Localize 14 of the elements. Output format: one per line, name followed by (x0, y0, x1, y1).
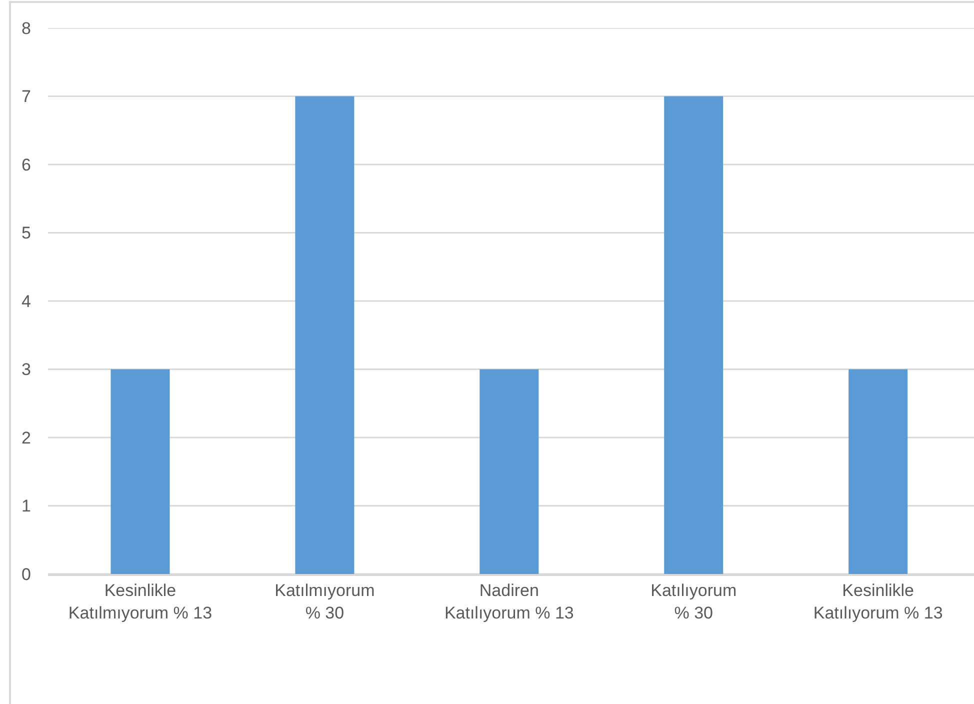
y-tick-label: 8 (22, 18, 31, 38)
y-tick-label: 2 (22, 428, 31, 448)
y-tick-label: 5 (22, 224, 31, 243)
x-tick-label: Katılmıyorum % 30 (274, 581, 375, 622)
y-tick-label: 1 (22, 496, 31, 516)
y-tick-label: 3 (22, 360, 31, 380)
x-tick-label: Kesinlikle Katılıyorum % 13 (813, 581, 943, 622)
x-tick-label: Katılıyorum % 30 (650, 581, 737, 622)
y-tick-label: 0 (22, 564, 31, 584)
y-tick-label: 7 (22, 87, 31, 106)
y-tick-label: 6 (22, 155, 31, 174)
y-tick-label: 4 (22, 292, 31, 311)
x-tick-label: Nadiren Katılıyorum % 13 (444, 581, 574, 622)
x-tick-label: Kesinlikle Katılmıyorum % 13 (68, 581, 212, 622)
